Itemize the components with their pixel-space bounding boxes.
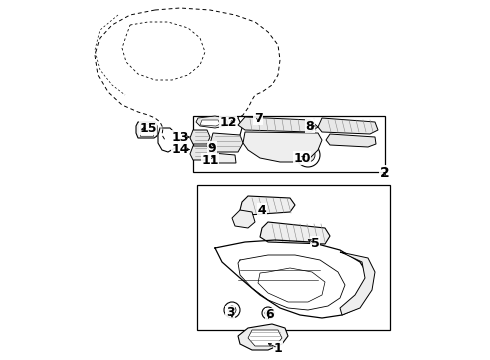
Polygon shape — [213, 153, 236, 163]
Text: 5: 5 — [311, 237, 319, 249]
Polygon shape — [190, 130, 210, 144]
Bar — [193, 116, 385, 172]
Polygon shape — [243, 132, 322, 162]
Text: 4: 4 — [258, 203, 267, 216]
Polygon shape — [260, 222, 330, 244]
Circle shape — [265, 310, 271, 316]
Text: 14: 14 — [171, 143, 189, 156]
Polygon shape — [258, 268, 325, 302]
Polygon shape — [238, 324, 288, 350]
Polygon shape — [340, 252, 375, 315]
Circle shape — [228, 306, 236, 314]
Polygon shape — [190, 146, 210, 160]
Polygon shape — [240, 196, 295, 215]
Polygon shape — [238, 117, 318, 132]
Circle shape — [296, 143, 320, 167]
Text: 9: 9 — [208, 141, 216, 154]
Polygon shape — [210, 133, 243, 152]
Text: 8: 8 — [306, 120, 314, 132]
Text: 13: 13 — [172, 131, 189, 144]
Text: 7: 7 — [254, 112, 262, 125]
Polygon shape — [248, 330, 282, 346]
Polygon shape — [136, 122, 157, 138]
Polygon shape — [200, 120, 220, 126]
Text: 1: 1 — [273, 342, 282, 355]
Polygon shape — [326, 134, 376, 147]
Text: 3: 3 — [226, 306, 234, 320]
Text: 6: 6 — [266, 309, 274, 321]
Bar — [197, 185, 390, 330]
Text: 15: 15 — [139, 122, 157, 135]
Text: 11: 11 — [201, 153, 219, 166]
Circle shape — [224, 302, 240, 318]
Polygon shape — [232, 210, 255, 228]
Polygon shape — [196, 116, 228, 128]
Circle shape — [301, 148, 315, 162]
Text: 10: 10 — [293, 152, 311, 165]
Text: 2: 2 — [380, 166, 390, 180]
Circle shape — [306, 153, 310, 157]
Circle shape — [262, 307, 274, 319]
Polygon shape — [318, 118, 378, 134]
Text: 12: 12 — [219, 116, 237, 129]
